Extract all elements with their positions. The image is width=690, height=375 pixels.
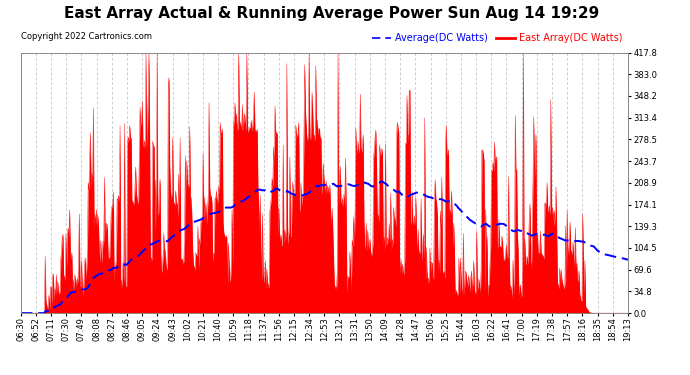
Text: Copyright 2022 Cartronics.com: Copyright 2022 Cartronics.com xyxy=(21,32,152,41)
Text: East Array Actual & Running Average Power Sun Aug 14 19:29: East Array Actual & Running Average Powe… xyxy=(63,6,599,21)
Legend: Average(DC Watts), East Array(DC Watts): Average(DC Watts), East Array(DC Watts) xyxy=(368,29,627,47)
